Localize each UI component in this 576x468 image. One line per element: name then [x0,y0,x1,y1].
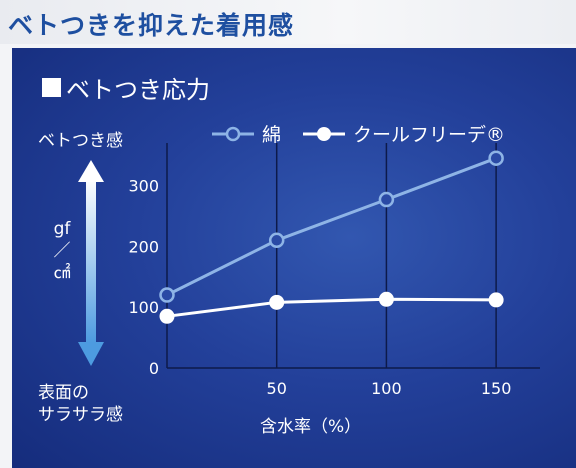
page-title: ベトつきを抑えた着用感 [8,11,295,40]
legend-label-coolfriede: クールフリーデ® [353,124,506,146]
y-tick-label-0: 0 [149,359,159,378]
series-0-point-1 [268,232,285,249]
y-tick-label-3: 300 [128,177,159,196]
series-1-point-1 [269,294,285,310]
vertical-arrow-icon [78,160,104,366]
header-band [0,0,576,44]
chart-panel: ベトつき応力 ベトつき感 gf／㎠ 表面の サラサラ感 綿 クールフリーデ® [12,48,576,468]
y-label-bottom: 表面の サラサラ感 [38,382,123,426]
y-label-top: ベトつき感 [38,131,123,151]
series-0-point-3 [488,150,504,166]
y-label-bottom-line2: サラサラ感 [38,405,123,425]
series-1-point-0 [159,308,175,324]
panel-title: ベトつき応力 [42,70,210,105]
legend-label-cotton: 綿 [262,124,282,146]
x-axis-label: 含水率（%） [260,417,362,437]
legend-item-coolfriede: クールフリーデ® [303,120,505,147]
series-1-point-3 [488,292,504,308]
series-0-point-2 [378,191,395,208]
legend-marker-coolfriede-icon [303,126,346,141]
x-tick-label-3: 150 [481,379,512,398]
panel-title-text: ベトつき応力 [66,76,210,104]
y-label-bottom-line1: 表面の [38,383,89,403]
legend: 綿 クールフリーデ® [212,120,527,147]
square-bullet-icon [42,78,61,97]
series-line-0 [166,156,497,297]
unit-label: gf／㎠ [53,219,71,283]
x-tick-label-2: 100 [371,379,402,398]
line-chart: 0 100 200 300 50 100 150 [78,143,540,398]
series-line-1 [166,297,497,318]
y-tick-label-2: 200 [128,237,159,256]
series-0-point-0 [159,287,175,303]
plot-area: 0 100 200 300 50 100 150 [128,143,540,398]
y-tick-label-1: 100 [128,298,159,317]
x-tick-label-1: 50 [267,379,287,398]
legend-item-cotton: 綿 [212,120,281,147]
legend-marker-cotton-icon [212,126,254,141]
series-1-point-2 [378,291,394,307]
